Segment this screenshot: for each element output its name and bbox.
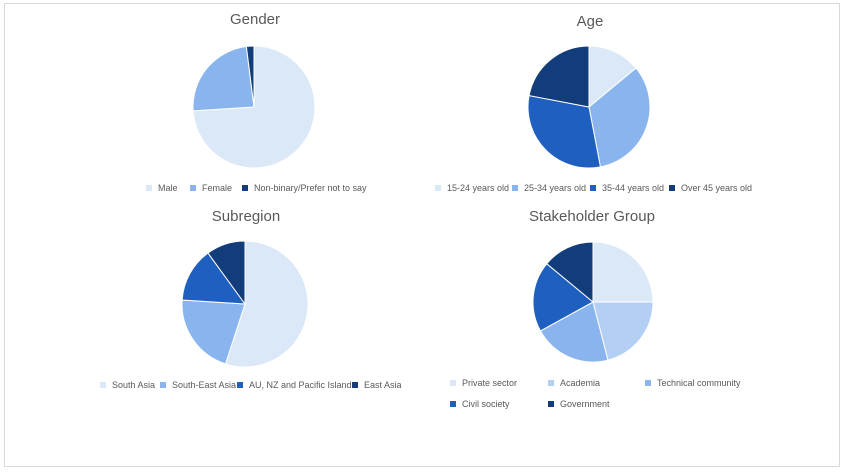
pie-slice-subregion-2 [181, 252, 247, 305]
age-chart-title: Age [576, 13, 604, 30]
gender-chart-title: Gender [229, 11, 281, 28]
legend-label: East Asia [364, 380, 402, 390]
pie-slice-age-3 [528, 45, 590, 108]
legend-label: Female [202, 183, 233, 193]
legend-swatch [146, 185, 152, 191]
stakeholder-legend-item-civil-society: Civil society [450, 399, 510, 409]
age-legend-item-over-45: Over 45 years old [669, 183, 752, 193]
legend-label: Over 45 years old [681, 183, 753, 193]
legend-swatch [590, 185, 596, 191]
legend-label: Technical community [657, 378, 741, 388]
pie-slice-subregion-1 [181, 299, 246, 365]
subregion-legend-item-au-nz: AU, NZ and Pacific Islands [237, 380, 356, 390]
age-legend-item-15-24: 15-24 years old [435, 183, 509, 193]
pie-slice-gender-2 [245, 45, 255, 108]
stakeholder-chart-title: Stakeholder Group [529, 208, 655, 225]
legend-label: Non-binary/Prefer not to say [254, 183, 367, 193]
legend-label: 25-34 years old [524, 183, 587, 193]
legend-swatch [100, 382, 106, 388]
chart-area [4, 3, 840, 467]
legend-label: AU, NZ and Pacific Islands [249, 380, 357, 390]
legend-swatch [352, 382, 358, 388]
pie-slice-stakeholder-1 [592, 301, 654, 361]
legend-swatch [190, 185, 196, 191]
legend-swatch [548, 380, 554, 386]
legend-label: Private sector [462, 378, 518, 388]
stakeholder-legend-item-technical-community: Technical community [645, 378, 741, 388]
stakeholder-legend-item-government: Government [548, 399, 610, 409]
legend-swatch [669, 185, 675, 191]
pie-slice-age-2 [527, 94, 602, 169]
subregion-legend-item-east-asia: East Asia [352, 380, 402, 390]
legend-label: South Asia [112, 380, 156, 390]
subregion-legend-item-south-asia: South Asia [100, 380, 155, 390]
legend-label: Civil society [462, 399, 510, 409]
age-legend-item-25-34: 25-34 years old [512, 183, 586, 193]
pie-slice-subregion-0 [224, 240, 309, 368]
legend-swatch [548, 401, 554, 407]
pie-slice-gender-1 [192, 45, 255, 112]
legend-swatch [512, 185, 518, 191]
pie-slice-stakeholder-0 [592, 241, 654, 303]
gender-legend-item-nonbinary: Non-binary/Prefer not to say [242, 183, 367, 193]
legend-swatch [450, 401, 456, 407]
legend-label: 15-24 years old [447, 183, 510, 193]
subregion-legend-item-south-east-asia: South-East Asia [160, 380, 236, 390]
legend-label: 35-44 years old [602, 183, 665, 193]
legend-swatch [242, 185, 248, 191]
pie-slice-age-0 [588, 45, 637, 109]
age-legend-item-35-44: 35-44 years old [590, 183, 664, 193]
legend-swatch [160, 382, 166, 388]
gender-legend-item-female: Female [190, 183, 232, 193]
stakeholder-legend-item-private-sector: Private sector [450, 378, 517, 388]
legend-swatch [645, 380, 651, 386]
pie-slice-age-1 [588, 67, 651, 168]
pie-slice-stakeholder-2 [539, 301, 609, 363]
subregion-chart-title: Subregion [211, 208, 281, 225]
legend-label: South-East Asia [172, 380, 237, 390]
pie-slice-subregion-3 [207, 240, 246, 306]
pie-slice-stakeholder-3 [532, 263, 594, 332]
legend-swatch [450, 380, 456, 386]
legend-label: Male [158, 183, 178, 193]
gender-legend-item-male: Male [146, 183, 178, 193]
legend-label: Government [560, 399, 610, 409]
legend-label: Academia [560, 378, 601, 388]
legend-swatch [237, 382, 243, 388]
stakeholder-legend-item-academia: Academia [548, 378, 600, 388]
pie-slice-stakeholder-4 [546, 241, 594, 304]
legend-swatch [435, 185, 441, 191]
